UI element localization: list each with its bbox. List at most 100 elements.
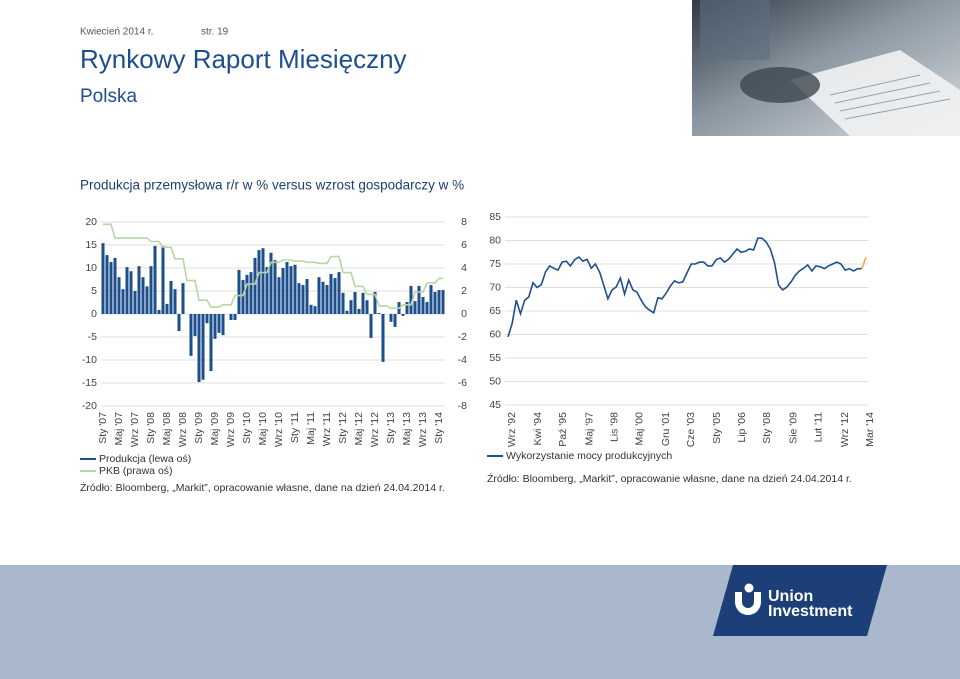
bar bbox=[293, 264, 297, 314]
x-tick-label: Kwi '94 bbox=[532, 412, 544, 446]
chart-source: Źródło: Bloomberg, „Markit”, opracowanie… bbox=[80, 481, 445, 494]
bar bbox=[409, 285, 413, 314]
x-tick-label: Maj '09 bbox=[209, 412, 221, 446]
bar bbox=[405, 302, 409, 314]
bar bbox=[153, 245, 157, 314]
bar bbox=[349, 300, 353, 314]
bar bbox=[325, 285, 329, 314]
y-tick-label: 20 bbox=[85, 216, 97, 228]
x-tick-label: Wrz '12 bbox=[839, 412, 851, 447]
bar bbox=[357, 308, 361, 314]
report-subtitle: Polska bbox=[80, 86, 137, 107]
bar bbox=[145, 286, 149, 314]
x-tick-label: Sty '07 bbox=[97, 412, 109, 444]
bar bbox=[233, 314, 237, 320]
report-date: Kwiecień 2014 r. bbox=[80, 27, 153, 38]
y-tick-label: 15 bbox=[85, 239, 97, 251]
x-tick-label: Wrz '92 bbox=[506, 412, 518, 447]
bar bbox=[121, 289, 125, 314]
bar bbox=[373, 291, 377, 314]
x-tick-label: Maj '97 bbox=[583, 412, 595, 446]
logo-line-2: Investment bbox=[768, 603, 853, 620]
bar bbox=[261, 248, 265, 314]
y-tick-label: 70 bbox=[489, 281, 501, 293]
x-tick-label: Sty '12 bbox=[337, 412, 349, 444]
bar bbox=[305, 279, 309, 314]
bar bbox=[201, 314, 205, 380]
section-title: Produkcja przemysłowa r/r w % versus wzr… bbox=[80, 178, 464, 193]
x-tick-label: Lis '98 bbox=[608, 412, 620, 442]
bar bbox=[277, 277, 281, 314]
bar bbox=[361, 292, 365, 314]
bar bbox=[177, 314, 181, 332]
x-tick-label: Wrz '13 bbox=[417, 412, 429, 447]
bar bbox=[117, 277, 121, 314]
bar bbox=[137, 266, 141, 314]
bar bbox=[113, 257, 117, 314]
report-title: Rynkowy Raport Miesięczny bbox=[80, 44, 407, 74]
bar bbox=[365, 300, 369, 314]
bar bbox=[337, 272, 341, 314]
x-tick-label: Sty '09 bbox=[193, 412, 205, 444]
bar bbox=[369, 314, 373, 338]
capacity-utilization-chart: 85 80 75 70 65 60 55 50 45 Wrz '92 Kwi '94 Paź '95 M… bbox=[487, 211, 876, 485]
x-tick-label: Maj '13 bbox=[401, 412, 413, 446]
x-tick-label: Sty '10 bbox=[241, 412, 253, 444]
bar bbox=[197, 314, 201, 383]
x-tick-label: Maj '08 bbox=[161, 412, 173, 446]
x-tick-label: Lip '06 bbox=[736, 412, 748, 443]
bar bbox=[425, 302, 429, 314]
bar bbox=[157, 309, 161, 314]
y-tick-label: -15 bbox=[82, 377, 97, 389]
bar bbox=[273, 260, 277, 314]
bar bbox=[309, 304, 313, 314]
bar bbox=[213, 314, 217, 339]
x-tick-label: Sty '08 bbox=[761, 412, 773, 444]
bar bbox=[125, 267, 129, 314]
line bbox=[861, 257, 867, 269]
legend-label: PKB (prawa oś) bbox=[99, 465, 173, 477]
y2-tick-label: -6 bbox=[458, 377, 467, 389]
bar bbox=[173, 289, 177, 314]
bar bbox=[101, 243, 105, 314]
legend-label: Wykorzystanie mocy produkcyjnych bbox=[506, 450, 672, 462]
bar bbox=[377, 313, 381, 314]
bar bbox=[217, 314, 221, 333]
line bbox=[103, 223, 443, 310]
bar bbox=[401, 314, 405, 316]
bar bbox=[341, 292, 345, 314]
x-tick-label: Maj '10 bbox=[257, 412, 269, 446]
x-tick-label: Maj '12 bbox=[353, 412, 365, 446]
bar bbox=[289, 266, 293, 314]
x-tick-label: Wrz '11 bbox=[321, 412, 333, 446]
bar bbox=[205, 314, 209, 324]
bar bbox=[229, 314, 233, 320]
bar bbox=[313, 306, 317, 314]
y2-tick-label: 6 bbox=[461, 239, 467, 251]
bar bbox=[333, 278, 337, 314]
y2-tick-label: -8 bbox=[458, 400, 467, 412]
y-tick-label: 10 bbox=[85, 262, 97, 274]
y2-tick-label: 4 bbox=[461, 262, 467, 274]
bar bbox=[433, 291, 437, 314]
bar bbox=[301, 285, 305, 314]
bar bbox=[353, 291, 357, 314]
x-tick-label: Wrz '08 bbox=[177, 412, 189, 447]
y-tick-label: 5 bbox=[91, 285, 97, 297]
bar bbox=[417, 285, 421, 314]
x-tick-label: Sty '08 bbox=[145, 412, 157, 444]
bar bbox=[285, 262, 289, 314]
x-tick-label: Sty '13 bbox=[385, 412, 397, 444]
bar bbox=[193, 314, 197, 337]
x-tick-label: Wrz '07 bbox=[129, 412, 141, 447]
y-tick-label: 75 bbox=[489, 258, 501, 270]
bar bbox=[269, 252, 273, 314]
bar bbox=[133, 291, 137, 314]
bar bbox=[345, 310, 349, 314]
x-tick-label: Sie '09 bbox=[787, 412, 799, 444]
bar bbox=[241, 279, 245, 314]
bar bbox=[221, 314, 225, 336]
bar bbox=[421, 296, 425, 314]
y2-tick-label: 0 bbox=[461, 308, 467, 320]
y-tick-label: 50 bbox=[489, 375, 501, 387]
